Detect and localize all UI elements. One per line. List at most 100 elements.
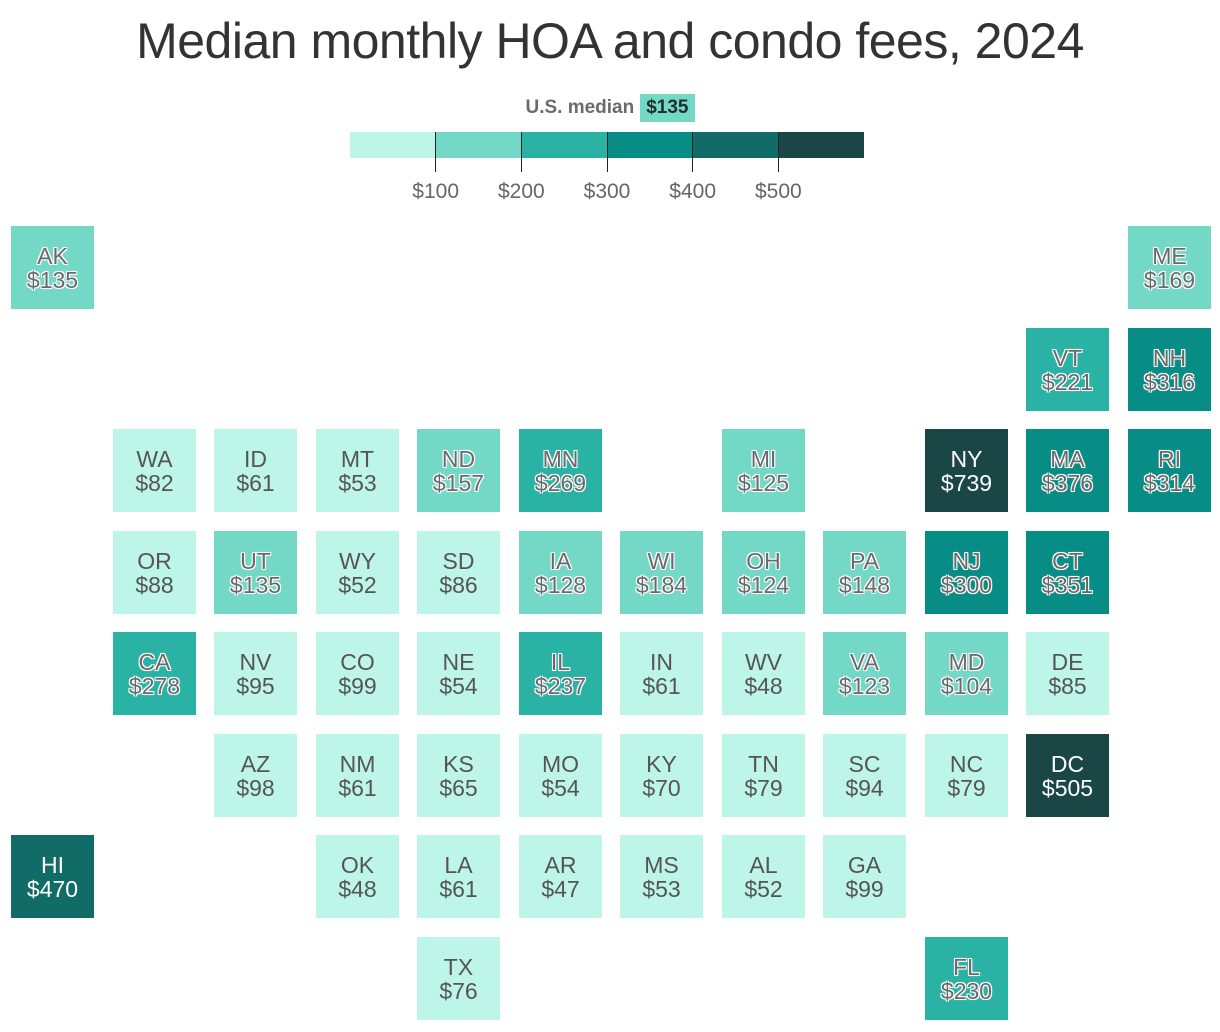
legend-tick-label: $300: [583, 180, 631, 203]
state-fee: $54: [541, 774, 580, 801]
state-fee: $739: [940, 469, 993, 496]
state-tile-hi: HI $470: [11, 835, 94, 918]
state-fee: $300: [940, 571, 993, 598]
state-tile-mn: MN $269: [519, 429, 602, 512]
state-tile-az: AZ $98: [214, 734, 297, 817]
state-tile-ca: CA $278: [113, 632, 196, 715]
state-fee: $85: [1048, 672, 1087, 699]
state-abbr: GA: [847, 851, 882, 878]
state-tile-mo: MO $54: [519, 734, 602, 817]
state-abbr: VA: [850, 648, 879, 675]
state-fee: $505: [1041, 774, 1094, 801]
state-tile-id: ID $61: [214, 429, 297, 512]
state-tile-wi: WI $184: [620, 531, 703, 614]
state-tile-nm: NM $61: [316, 734, 399, 817]
us-median: U.S. median $135: [0, 94, 1220, 122]
state-tile-nv: NV $95: [214, 632, 297, 715]
legend-bin: [435, 132, 522, 158]
state-tile-la: LA $61: [417, 835, 500, 918]
state-fee: $48: [338, 875, 377, 902]
state-tile-mi: MI $125: [722, 429, 805, 512]
state-tile-ia: IA $128: [519, 531, 602, 614]
state-tile-tx: TX $76: [417, 937, 500, 1020]
state-tile-ky: KY $70: [620, 734, 703, 817]
state-abbr: CO: [340, 648, 375, 675]
color-legend: [350, 132, 865, 158]
state-fee: $221: [1041, 368, 1094, 395]
state-fee: $316: [1143, 368, 1196, 395]
state-tile-mt: MT $53: [316, 429, 399, 512]
state-tile-ms: MS $53: [620, 835, 703, 918]
state-fee: $135: [26, 266, 79, 293]
state-abbr: IL: [550, 648, 571, 675]
us-median-label: U.S. median: [525, 97, 635, 118]
state-fee: $61: [642, 672, 681, 699]
state-tile-sd: SD $86: [417, 531, 500, 614]
state-fee: $184: [635, 571, 688, 598]
state-tile-fl: FL $230: [925, 937, 1008, 1020]
page-title: Median monthly HOA and condo fees, 2024: [136, 13, 1084, 69]
state-abbr: LA: [444, 851, 473, 878]
state-abbr: AZ: [240, 750, 271, 777]
state-abbr: DE: [1051, 648, 1084, 675]
state-tile-wa: WA $82: [113, 429, 196, 512]
state-fee: $52: [744, 875, 783, 902]
state-fee: $351: [1041, 571, 1094, 598]
state-tile-ok: OK $48: [316, 835, 399, 918]
state-abbr: OR: [137, 547, 172, 574]
state-fee: $230: [940, 977, 993, 1004]
state-abbr: RI: [1158, 445, 1181, 472]
state-abbr: FL: [953, 953, 980, 980]
state-tile-va: VA $123: [823, 632, 906, 715]
legend-tick: [692, 132, 694, 172]
state-fee: $82: [135, 469, 174, 496]
state-abbr: NC: [949, 750, 984, 777]
state-fee: $70: [642, 774, 681, 801]
state-tile-oh: OH $124: [722, 531, 805, 614]
state-fee: $157: [432, 469, 485, 496]
state-tile-nj: NJ $300: [925, 531, 1008, 614]
state-tile-il: IL $237: [519, 632, 602, 715]
state-fee: $99: [338, 672, 377, 699]
legend-tick: [435, 132, 437, 172]
state-abbr: IA: [549, 547, 572, 574]
state-fee: $278: [128, 672, 181, 699]
state-tile-me: ME $169: [1128, 226, 1211, 309]
state-abbr: MO: [541, 750, 580, 777]
state-abbr: MS: [644, 851, 679, 878]
state-abbr: CA: [138, 648, 171, 675]
state-tile-sc: SC $94: [823, 734, 906, 817]
legend-tick-label: $400: [669, 180, 717, 203]
state-abbr: IN: [650, 648, 673, 675]
legend-tick: [520, 132, 522, 172]
state-abbr: NH: [1152, 344, 1187, 371]
state-abbr: DC: [1050, 750, 1085, 777]
state-tile-vt: VT $221: [1026, 328, 1109, 411]
state-fee: $54: [439, 672, 478, 699]
state-fee: $98: [236, 774, 275, 801]
state-tile-md: MD $104: [925, 632, 1008, 715]
state-abbr: ME: [1152, 242, 1187, 269]
state-fee: $48: [744, 672, 783, 699]
state-tile-dc: DC $505: [1026, 734, 1109, 817]
state-abbr: SC: [848, 750, 881, 777]
state-fee: $76: [439, 977, 478, 1004]
state-fee: $99: [845, 875, 884, 902]
state-tile-ak: AK $135: [11, 226, 94, 309]
state-abbr: WA: [136, 445, 173, 472]
state-tile-pa: PA $148: [823, 531, 906, 614]
state-fee: $470: [26, 875, 79, 902]
legend-tick-label: $200: [497, 180, 545, 203]
state-fee: $47: [541, 875, 580, 902]
state-tile-ny: NY $739: [925, 429, 1008, 512]
state-fee: $94: [845, 774, 884, 801]
state-abbr: UT: [240, 547, 271, 574]
state-abbr: AK: [37, 242, 68, 269]
state-fee: $269: [534, 469, 587, 496]
legend-bin: [350, 132, 436, 158]
state-tile-ar: AR $47: [519, 835, 602, 918]
state-abbr: WY: [338, 547, 377, 574]
state-fee: $125: [737, 469, 790, 496]
state-tile-ri: RI $314: [1128, 429, 1211, 512]
state-fee: $135: [229, 571, 282, 598]
